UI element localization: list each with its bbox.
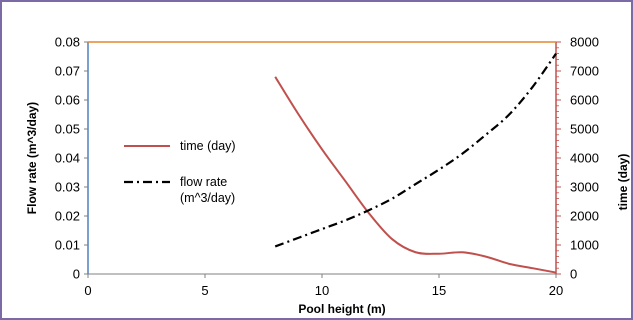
legend: time (day) flow rate (m^3/day) <box>124 139 236 205</box>
y-right-tick-label: 7000 <box>570 64 599 79</box>
y-left-tick-label: 0.08 <box>55 35 80 50</box>
legend-label-flow-rate: flow rate <box>180 175 227 189</box>
y-left-tick-label: 0.04 <box>55 151 80 166</box>
ticks-group: 0 0.01 0.02 0.03 0.04 0.05 0.06 0.07 0.08 0 1000 20… <box>55 35 599 299</box>
y-right-tick-label: 1000 <box>570 238 599 253</box>
legend-label-time: time (day) <box>180 139 236 153</box>
y-right-tick-label: 6000 <box>570 93 599 108</box>
y-left-tick-label: 0.06 <box>55 93 80 108</box>
x-tick-label: 0 <box>84 283 91 298</box>
y-left-tick-label: 0 <box>73 267 80 282</box>
y-left-tick-label: 0.07 <box>55 64 80 79</box>
series-line-time <box>274 76 557 274</box>
y-axis-right-label: time (day) <box>616 154 630 211</box>
x-tick-label: 15 <box>432 283 446 298</box>
x-axis-label: Pool height (m) <box>298 302 385 316</box>
y-right-tick-label: 8000 <box>570 35 599 50</box>
x-tick-label: 20 <box>549 283 563 298</box>
y-axis-left-label: Flow rate (m^3/day) <box>25 102 39 214</box>
y-right-tick-label: 2000 <box>570 209 599 224</box>
y-right-tick-label: 0 <box>570 267 577 282</box>
y-right-tick-label: 3000 <box>570 180 599 195</box>
series-line-flow-rate <box>274 52 557 248</box>
axes-group <box>87 41 557 275</box>
y-right-tick-label: 4000 <box>570 151 599 166</box>
x-tick-label: 10 <box>315 283 329 298</box>
x-tick-label: 5 <box>201 283 208 298</box>
legend-label-flow-rate: (m^3/day) <box>180 191 235 205</box>
y-left-tick-label: 0.03 <box>55 180 80 195</box>
y-left-tick-label: 0.01 <box>55 238 80 253</box>
y-left-tick-label: 0.05 <box>55 122 80 137</box>
y-right-tick-label: 5000 <box>570 122 599 137</box>
series-group <box>274 52 557 274</box>
y-left-tick-label: 0.02 <box>55 209 80 224</box>
